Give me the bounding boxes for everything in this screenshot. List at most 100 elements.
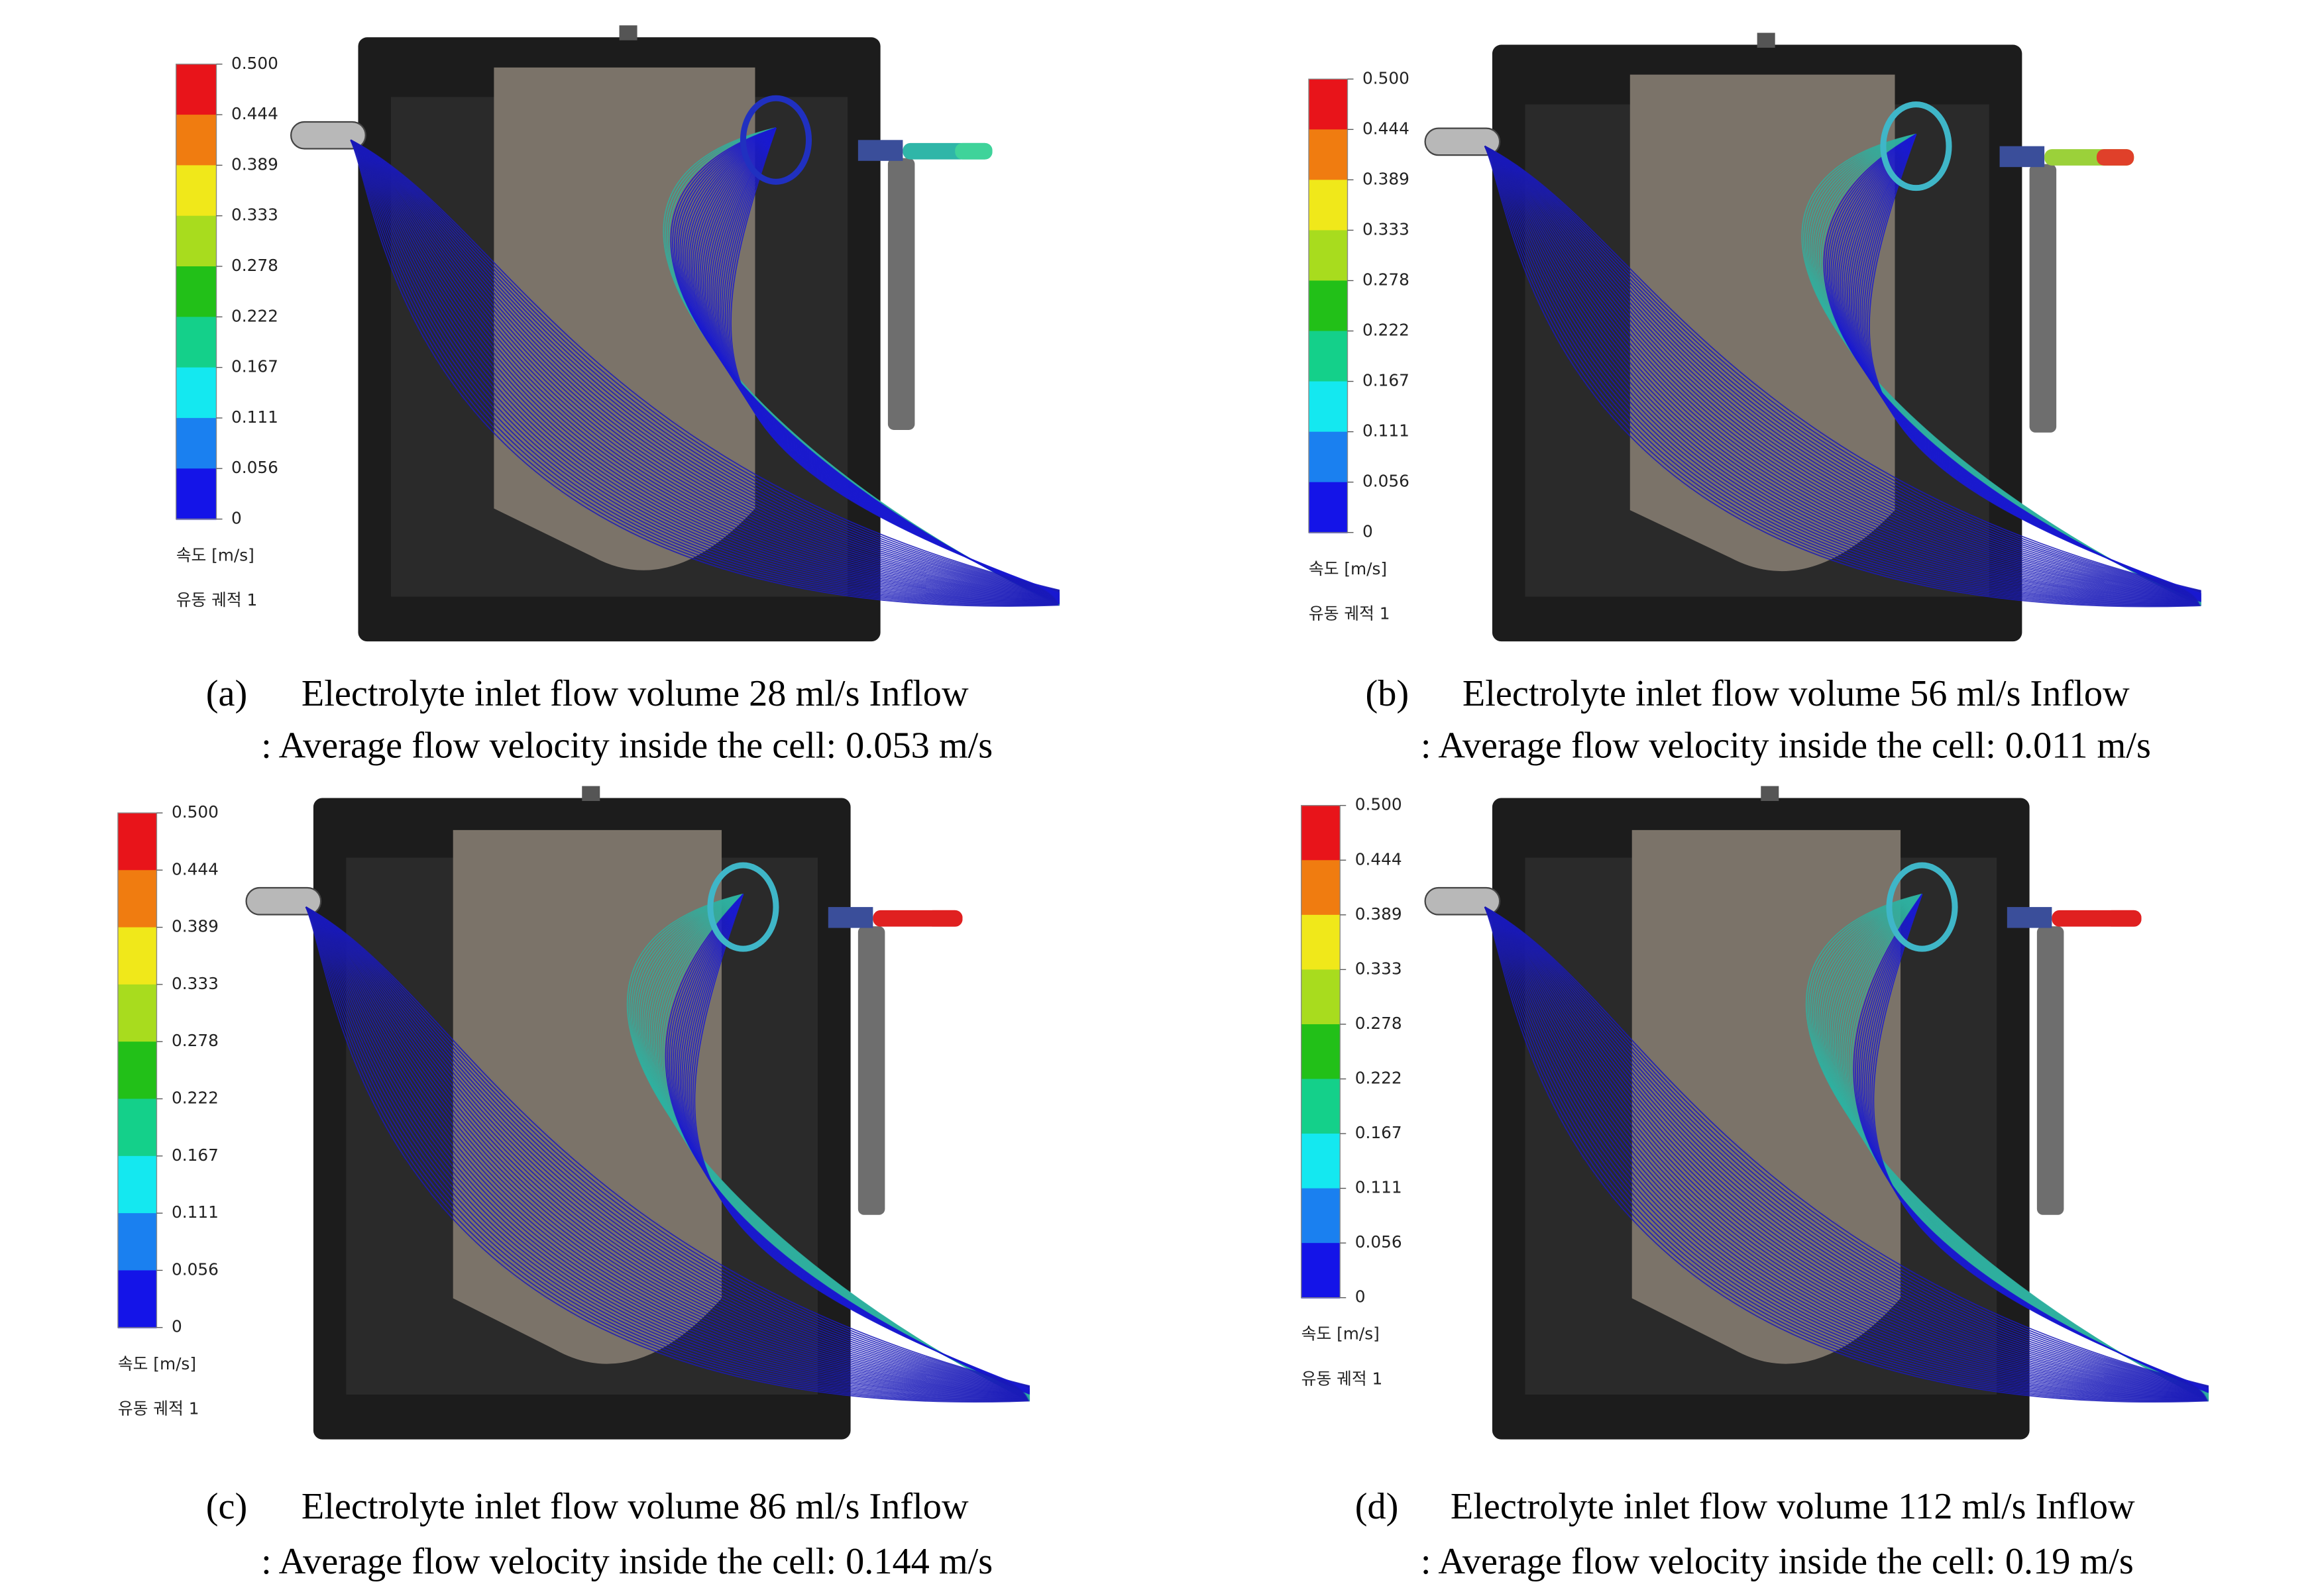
streamline xyxy=(305,906,1030,1391)
colorbar-segment xyxy=(117,1155,157,1214)
streamline xyxy=(305,906,1030,1389)
streamline xyxy=(730,127,1060,594)
streamline xyxy=(350,139,1060,601)
streamline xyxy=(350,139,1060,604)
streamline xyxy=(350,139,1060,602)
streamline xyxy=(350,139,1060,604)
streamline xyxy=(1484,145,2201,594)
inlet-pipe-tip xyxy=(2104,910,2142,927)
streamline xyxy=(350,139,1060,604)
streamline xyxy=(350,139,1060,599)
streamline xyxy=(1484,906,2209,1395)
trajectory-label: 유동 궤적 1 xyxy=(176,590,258,610)
streamline xyxy=(1484,906,2209,1394)
streamline xyxy=(1484,906,2209,1396)
colorbar-segment xyxy=(117,1098,157,1157)
colorbar-frame xyxy=(117,812,158,1328)
streamline xyxy=(350,139,1060,597)
caption-label: (d) xyxy=(1355,1486,1399,1527)
colorbar-frame xyxy=(1301,805,1341,1299)
streamline xyxy=(350,139,1060,592)
colorbar-segment xyxy=(1301,1188,1341,1244)
streamline xyxy=(350,139,1060,603)
streamline xyxy=(1484,146,2201,607)
streamline xyxy=(1484,906,2209,1392)
streamline xyxy=(305,906,1030,1395)
streamline xyxy=(1484,145,2201,595)
streamline xyxy=(305,906,1030,1399)
colorbar-segment xyxy=(1301,1134,1341,1189)
streamline xyxy=(305,906,1030,1393)
streamline xyxy=(350,139,1060,602)
trajectory-label: 유동 궤적 1 xyxy=(1301,1369,1383,1388)
streamline xyxy=(350,139,1060,592)
streamline xyxy=(305,906,1030,1387)
streamline xyxy=(1484,145,2201,592)
streamline xyxy=(1484,906,2209,1399)
colorbar-segment xyxy=(1301,1243,1341,1299)
left-connector xyxy=(245,886,322,916)
streamline xyxy=(350,139,1060,591)
colorbar-segment xyxy=(176,215,217,268)
inlet-pipe-base xyxy=(857,140,903,161)
colorbar-segment xyxy=(176,64,217,116)
streamline xyxy=(350,139,1060,599)
panel: 0.500 0.444 0.389 0.333 0.278 0.222 0.167 0.111… xyxy=(117,786,1030,1582)
colorbar-label: 0.278 xyxy=(231,256,278,275)
streamline xyxy=(1484,145,2201,594)
streamline xyxy=(305,906,1030,1403)
colorbar-segment xyxy=(1301,805,1341,861)
colorbar-segment xyxy=(117,813,157,871)
streamline xyxy=(350,139,1060,602)
colorbar-segment xyxy=(1308,331,1348,382)
colorbar-label: 0.389 xyxy=(172,917,219,936)
colorbar-segment xyxy=(1308,230,1348,282)
colorbar-segment xyxy=(176,417,217,470)
streamline xyxy=(1484,906,2209,1394)
streamline xyxy=(305,906,1030,1396)
streamline xyxy=(1484,145,2201,600)
streamline xyxy=(1484,906,2209,1391)
streamline xyxy=(1484,145,2201,597)
streamline xyxy=(305,906,1030,1394)
colorbar-label: 0.389 xyxy=(1362,169,1409,188)
caption: Electrolyte inlet flow volume 56 ml/s In… xyxy=(1462,673,2130,714)
streamline xyxy=(1484,146,2201,602)
inlet-pipe-tip xyxy=(925,910,963,927)
streamline xyxy=(305,906,1030,1394)
streamline xyxy=(1484,906,2209,1399)
side-bracket xyxy=(2036,926,2064,1215)
colorbar-frame xyxy=(176,64,217,520)
streamline xyxy=(350,139,1060,600)
colorbar-label: 0.389 xyxy=(1355,904,1402,924)
colorbar-label: 0.500 xyxy=(1355,795,1402,814)
streamline xyxy=(1484,145,2201,595)
streamline xyxy=(1484,906,2209,1393)
streamline xyxy=(1484,145,2201,600)
streamline xyxy=(305,906,1030,1389)
vortex xyxy=(740,95,812,185)
colorbar-segment xyxy=(1308,180,1348,231)
streamline xyxy=(350,139,1060,597)
colorbar-segment xyxy=(1301,860,1341,916)
colorbar-label: 0.111 xyxy=(231,407,278,427)
streamline xyxy=(1484,146,2201,605)
streamline xyxy=(1484,145,2201,596)
colorbar-segment xyxy=(176,266,217,318)
streamline xyxy=(1484,146,2201,604)
streamline xyxy=(1484,906,2209,1401)
streamline xyxy=(1484,906,2209,1387)
colorbar-segment xyxy=(117,870,157,928)
streamline xyxy=(1484,146,2201,602)
streamline xyxy=(1484,906,2209,1398)
caption: Electrolyte inlet flow volume 86 ml/s In… xyxy=(302,1486,969,1527)
streamline xyxy=(305,906,1030,1393)
streamline xyxy=(350,139,1060,606)
streamline xyxy=(1484,906,2209,1387)
streamline xyxy=(350,139,1060,595)
streamline xyxy=(305,906,1030,1392)
streamline xyxy=(1484,145,2201,594)
streamline xyxy=(350,139,1060,595)
colorbar-segment xyxy=(176,115,217,166)
colorbar-segment xyxy=(1301,1079,1341,1135)
